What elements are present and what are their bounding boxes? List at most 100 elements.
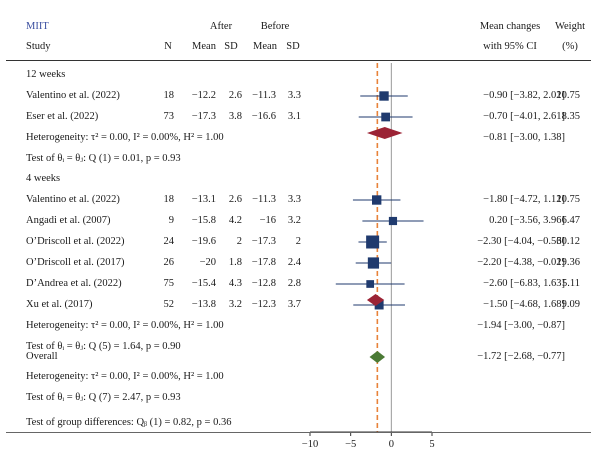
header-after-sd: SD [224, 41, 238, 52]
study-ci-text: −1.80 [−4.72, 1.12] [483, 194, 565, 205]
before-sd: 3.2 [287, 215, 301, 226]
study-n: 75 [163, 278, 175, 289]
header-n: N [164, 41, 172, 52]
before-mean: −17.8 [251, 257, 276, 268]
overall-test: Test of θᵢ = θⱼ: Q (7) = 2.47, p = 0.93 [26, 392, 181, 403]
study-weight: 8.35 [561, 111, 580, 122]
study-name: Angadi et al. (2007) [26, 215, 111, 226]
study-ci-text: −2.30 [−4.04, −0.56] [477, 236, 565, 247]
study-n: 18 [163, 90, 175, 101]
x-tick-label: 0 [389, 439, 394, 450]
study-marker [366, 235, 380, 249]
study-marker [388, 216, 398, 226]
x-tick-label: 5 [429, 439, 434, 450]
table-title: MIIT [26, 21, 49, 32]
study-weight: 10.75 [556, 194, 580, 205]
study-marker [379, 91, 389, 101]
x-tick-label: −10 [302, 439, 318, 450]
subgroup-diamond [366, 127, 403, 139]
overall-pooled-text: −1.72 [−2.68, −0.77] [477, 351, 565, 362]
study-ci-text: −0.70 [−4.01, 2.61] [483, 111, 565, 122]
header-mean-changes: Mean changes [479, 21, 541, 32]
before-mean: −11.3 [252, 194, 276, 205]
overall-label: Overall [26, 351, 58, 362]
after-mean: −13.8 [191, 299, 216, 310]
study-name: Valentino et al. (2022) [26, 90, 120, 101]
study-ci-text: −1.50 [−4.68, 1.68] [483, 299, 565, 310]
header-before: Before [260, 21, 290, 32]
after-mean: −20 [199, 257, 216, 268]
study-name: Xu et al. (2017) [26, 299, 93, 310]
study-name: Valentino et al. (2022) [26, 194, 120, 205]
study-n: 18 [163, 194, 175, 205]
study-weight: 19.36 [556, 257, 580, 268]
group-pooled-text: −1.94 [−3.00, −0.87] [477, 320, 565, 331]
after-sd: 3.8 [228, 111, 242, 122]
header-before-mean: Mean [253, 41, 277, 52]
after-mean: −19.6 [191, 236, 216, 247]
study-ci-text: 0.20 [−3.56, 3.96] [489, 215, 565, 226]
study-weight: 10.75 [556, 90, 580, 101]
study-ci-text: −2.60 [−6.83, 1.63] [483, 278, 565, 289]
study-n: 26 [163, 257, 175, 268]
before-sd: 2 [295, 236, 301, 247]
study-marker [367, 257, 380, 269]
study-n: 9 [168, 215, 174, 226]
study-name: O’Driscoll et al. (2017) [26, 257, 125, 268]
subgroup-diamond [366, 294, 385, 306]
before-sd: 2.4 [287, 257, 301, 268]
overall-diamond [369, 351, 386, 363]
study-n: 52 [163, 299, 175, 310]
before-sd: 3.3 [287, 90, 301, 101]
group-label: 4 weeks [26, 173, 61, 184]
before-sd: 3.7 [287, 299, 301, 310]
header-after-mean: Mean [192, 41, 216, 52]
group-label: 12 weeks [26, 69, 66, 80]
before-mean: −16.6 [251, 111, 276, 122]
before-mean: −12.8 [251, 278, 276, 289]
after-sd: 1.8 [228, 257, 242, 268]
before-mean: −12.3 [251, 299, 276, 310]
study-n: 73 [163, 111, 175, 122]
header-study: Study [26, 41, 51, 52]
group-heterogeneity: Heterogeneity: τ² = 0.00, I² = 0.00%, H²… [26, 320, 224, 331]
after-sd: 2.6 [228, 90, 242, 101]
study-weight: 6.47 [561, 215, 580, 226]
after-mean: −15.4 [191, 278, 216, 289]
after-sd: 2.6 [228, 194, 242, 205]
before-mean: −16 [259, 215, 276, 226]
after-sd: 4.2 [228, 215, 242, 226]
after-sd: 2 [236, 236, 242, 247]
after-mean: −13.1 [191, 194, 216, 205]
study-marker [374, 300, 384, 310]
study-name: D’Andrea et al. (2022) [26, 278, 122, 289]
study-name: Eser et al. (2022) [26, 111, 99, 122]
before-sd: 3.1 [287, 111, 301, 122]
after-sd: 4.3 [228, 278, 242, 289]
header-rule [6, 60, 591, 61]
study-marker [381, 112, 391, 122]
header-before-sd: SD [286, 41, 300, 52]
study-name: O’Driscoll et al. (2022) [26, 236, 125, 247]
after-mean: −12.2 [191, 90, 216, 101]
group-test: Test of θᵢ = θⱼ: Q (5) = 1.64, p = 0.90 [26, 341, 181, 352]
study-weight: 30.12 [556, 236, 580, 247]
study-weight: 5.11 [562, 278, 580, 289]
header-ci: with 95% CI [483, 41, 537, 52]
study-weight: 9.09 [561, 299, 580, 310]
study-n: 24 [163, 236, 175, 247]
study-marker [372, 195, 382, 205]
header-weight: Weight [554, 21, 586, 32]
after-sd: 3.2 [228, 299, 242, 310]
after-mean: −17.3 [191, 111, 216, 122]
group-test: Test of θᵢ = θⱼ: Q (1) = 0.01, p = 0.93 [26, 153, 181, 164]
header-weight-unit: (%) [562, 41, 578, 52]
before-mean: −17.3 [251, 236, 276, 247]
overall-heterogeneity: Heterogeneity: τ² = 0.00, I² = 0.00%, H²… [26, 371, 224, 382]
x-tick-label: −5 [345, 439, 356, 450]
group-differences-test: Test of group differences: Qᵦ (1) = 0.82… [26, 417, 232, 428]
bottom-rule [6, 432, 591, 433]
study-ci-text: −0.90 [−3.82, 2.02] [483, 90, 565, 101]
group-pooled-text: −0.81 [−3.00, 1.38] [483, 132, 565, 143]
group-heterogeneity: Heterogeneity: τ² = 0.00, I² = 0.00%, H²… [26, 132, 224, 143]
